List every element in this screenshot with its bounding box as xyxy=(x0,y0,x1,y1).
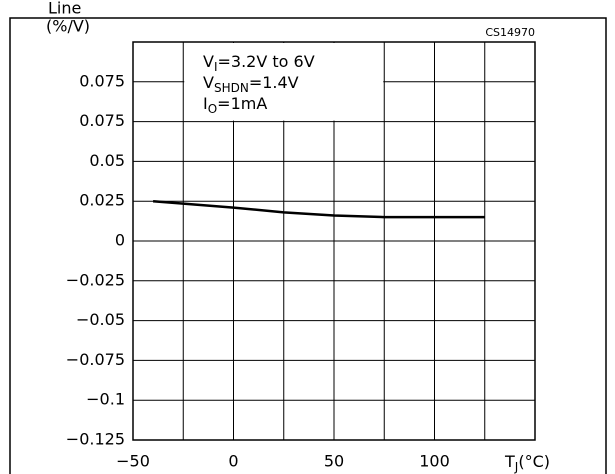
data-line xyxy=(153,199,485,219)
x-tick-label: 0 xyxy=(228,452,238,471)
y-tick-label: −0.1 xyxy=(86,390,125,409)
y-tick-label: −0.05 xyxy=(76,310,125,329)
y-tick-label: −0.025 xyxy=(66,270,125,289)
text-part: SHDN xyxy=(214,81,249,95)
annotation: VI=3.2V to 6V xyxy=(203,52,315,74)
text-part: =1.4V xyxy=(249,73,299,92)
y-tick-label: −0.125 xyxy=(66,430,125,449)
y-tick-label: 0.075 xyxy=(79,71,125,90)
y-tick-label: 0 xyxy=(115,231,125,250)
text-part: T xyxy=(504,452,515,471)
y-tick-label: 0.05 xyxy=(89,151,125,170)
x-tick-label: −50 xyxy=(116,452,150,471)
text-part: O xyxy=(208,102,217,116)
annotation: IO=1mA xyxy=(203,94,267,116)
text-part: =3.2V to 6V xyxy=(218,52,315,71)
x-tick-label: 50 xyxy=(324,452,344,471)
frame xyxy=(9,17,607,474)
text-part: I xyxy=(214,60,218,74)
y-label: Line xyxy=(48,0,81,18)
annotation: VSHDN=1.4V xyxy=(203,73,299,95)
text-part: =1mA xyxy=(217,94,267,113)
text-part: V xyxy=(203,52,214,71)
text-part: I xyxy=(203,94,208,113)
y-label: (%/V) xyxy=(46,17,90,36)
y-tick-label: 0.025 xyxy=(79,191,125,210)
text-part: V xyxy=(203,73,214,92)
text-part: J xyxy=(514,460,519,474)
text-part: (°C) xyxy=(518,452,550,471)
y-tick-label: −0.075 xyxy=(66,350,125,369)
y-tick-label: 0.075 xyxy=(79,111,125,130)
annotation: TJ(°C) xyxy=(504,452,550,474)
annotation-box xyxy=(184,43,384,121)
x-tick-label: 100 xyxy=(419,452,450,471)
figure-code: CS14970 xyxy=(485,26,535,39)
